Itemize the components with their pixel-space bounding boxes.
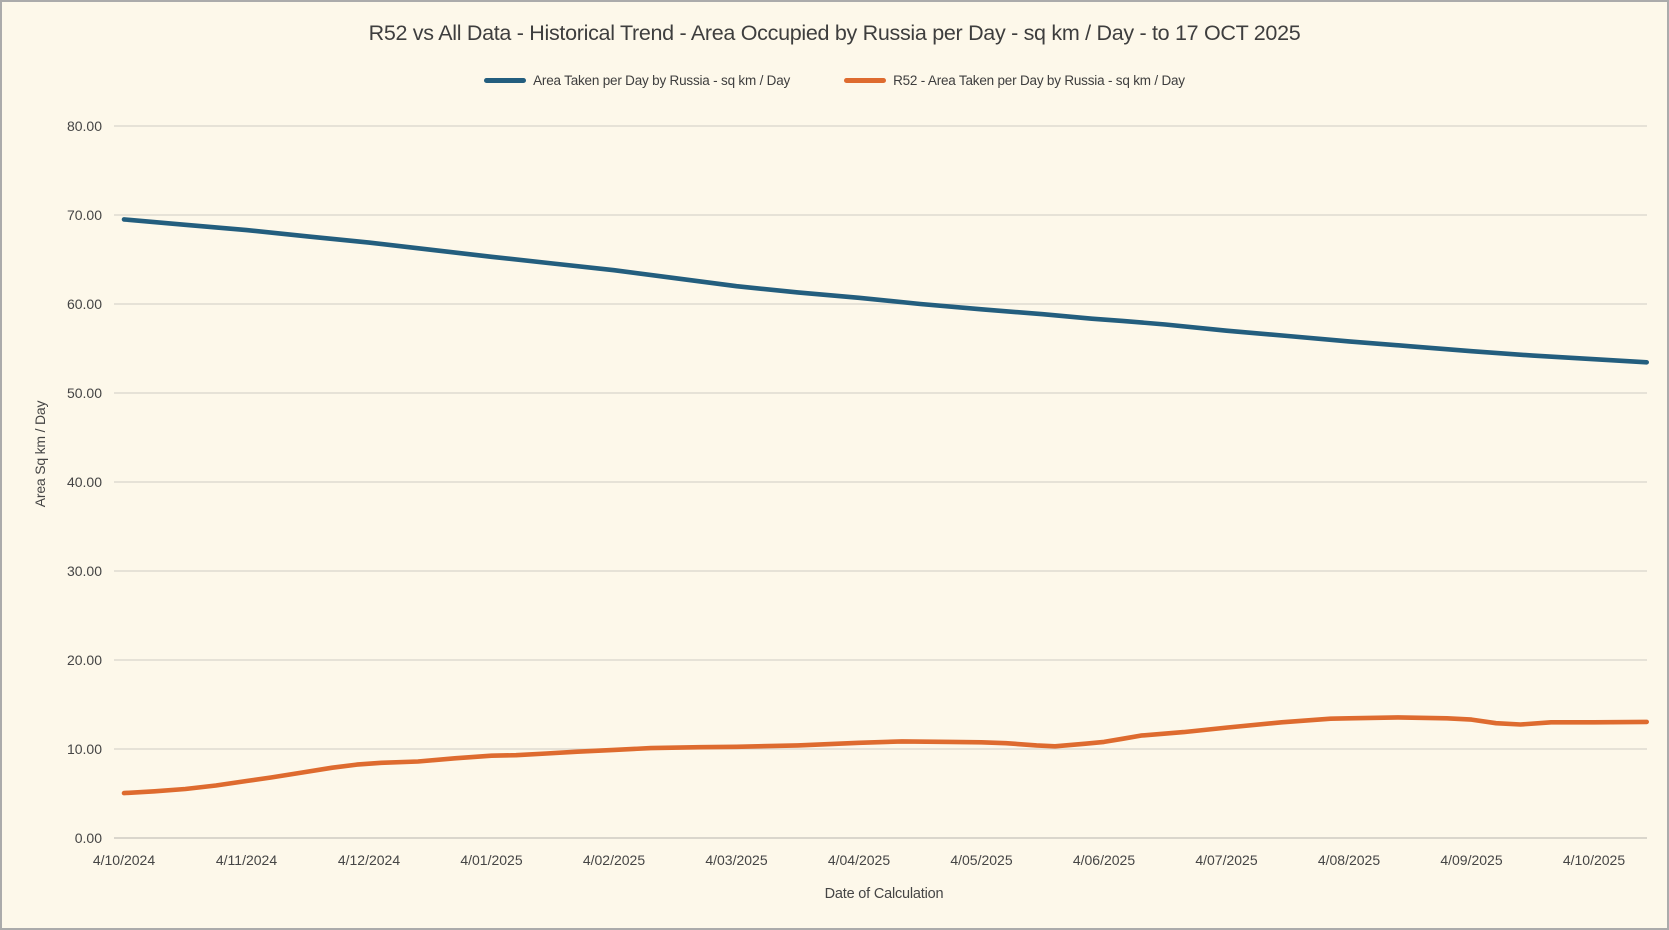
y-axis-title: Area Sq km / Day: [32, 400, 48, 508]
x-tick-label: 4/06/2025: [1073, 852, 1135, 868]
y-tick-label: 10.00: [67, 741, 102, 757]
series-line-r52: [121, 715, 1649, 796]
legend-swatch-all-data: [484, 78, 527, 83]
y-tick-label: 40.00: [67, 474, 102, 490]
legend-label-all-data: Area Taken per Day by Russia - sq km / D…: [533, 73, 791, 88]
x-tick-label: 4/10/2025: [1563, 852, 1625, 868]
x-tick-label: 4/01/2025: [460, 852, 522, 868]
x-tick-label: 4/10/2024: [93, 852, 155, 868]
x-tick-label: 4/07/2025: [1195, 852, 1257, 868]
series-line-all-data: [121, 217, 1649, 365]
chart-title: R52 vs All Data - Historical Trend - Are…: [368, 21, 1301, 45]
legend-swatch-r52: [844, 78, 887, 83]
y-tick-label: 80.00: [67, 118, 102, 134]
x-tick-label: 4/12/2024: [338, 852, 400, 868]
x-tick-label: 4/04/2025: [828, 852, 890, 868]
y-tick-label: 30.00: [67, 563, 102, 579]
x-tick-label: 4/05/2025: [950, 852, 1012, 868]
y-tick-label: 20.00: [67, 652, 102, 668]
x-tick-label: 4/03/2025: [705, 852, 767, 868]
y-tick-label: 0.00: [75, 830, 102, 846]
x-tick-label: 4/11/2024: [216, 852, 277, 868]
x-tick-label: 4/08/2025: [1318, 852, 1380, 868]
legend-label-r52: R52 - Area Taken per Day by Russia - sq …: [893, 73, 1185, 88]
legend-item-all-data: Area Taken per Day by Russia - sq km / D…: [484, 73, 790, 88]
x-tick-label: 4/09/2025: [1440, 852, 1502, 868]
y-tick-label: 70.00: [67, 207, 102, 223]
y-tick-label: 50.00: [67, 385, 102, 401]
x-tick-label: 4/02/2025: [583, 852, 645, 868]
legend: Area Taken per Day by Russia - sq km / D…: [2, 73, 1667, 88]
legend-item-r52: R52 - Area Taken per Day by Russia - sq …: [844, 73, 1185, 88]
y-tick-label: 60.00: [67, 296, 102, 312]
x-axis-title: Date of Calculation: [824, 886, 944, 902]
